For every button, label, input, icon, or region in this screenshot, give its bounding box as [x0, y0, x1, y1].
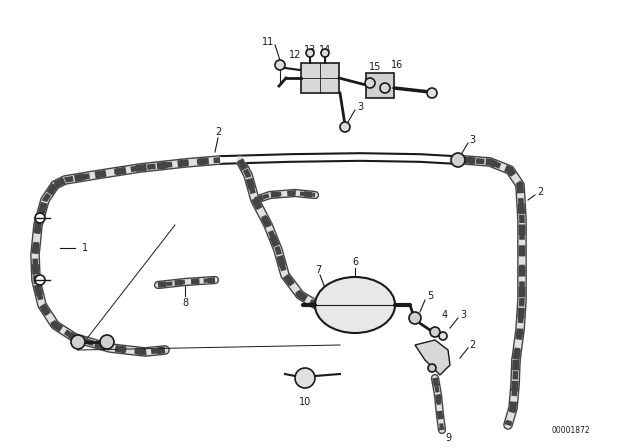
- Text: 6: 6: [352, 257, 358, 267]
- Text: 11: 11: [262, 37, 274, 47]
- Circle shape: [430, 327, 440, 337]
- Circle shape: [439, 332, 447, 340]
- Text: 2: 2: [537, 187, 543, 197]
- Text: 14: 14: [319, 45, 331, 55]
- FancyBboxPatch shape: [301, 63, 339, 93]
- Text: 5: 5: [427, 291, 433, 301]
- Circle shape: [321, 49, 329, 57]
- Text: 3: 3: [357, 102, 363, 112]
- Text: 7: 7: [315, 265, 321, 275]
- Text: 9: 9: [445, 433, 451, 443]
- Circle shape: [71, 335, 85, 349]
- Circle shape: [306, 49, 314, 57]
- Circle shape: [427, 88, 437, 98]
- Circle shape: [100, 335, 114, 349]
- Circle shape: [275, 60, 285, 70]
- Text: 00001872: 00001872: [552, 426, 590, 435]
- Text: 13: 13: [304, 45, 316, 55]
- Text: 8: 8: [182, 298, 188, 308]
- Text: 1: 1: [82, 243, 88, 253]
- Text: 10: 10: [299, 397, 311, 407]
- Circle shape: [365, 78, 375, 88]
- Circle shape: [409, 312, 421, 324]
- Text: 3: 3: [460, 310, 466, 320]
- Circle shape: [451, 153, 465, 167]
- Polygon shape: [415, 340, 450, 375]
- Text: 3: 3: [469, 135, 475, 145]
- Text: 15: 15: [369, 62, 381, 72]
- Text: 4: 4: [442, 310, 448, 320]
- Circle shape: [35, 213, 45, 223]
- Text: 12: 12: [289, 50, 301, 60]
- Text: 16: 16: [391, 60, 403, 70]
- Circle shape: [428, 364, 436, 372]
- FancyBboxPatch shape: [366, 73, 394, 98]
- Circle shape: [295, 368, 315, 388]
- Text: 2: 2: [215, 127, 221, 137]
- Ellipse shape: [315, 277, 395, 333]
- Circle shape: [35, 275, 45, 285]
- Text: 2: 2: [469, 340, 475, 350]
- Circle shape: [340, 122, 350, 132]
- Circle shape: [380, 83, 390, 93]
